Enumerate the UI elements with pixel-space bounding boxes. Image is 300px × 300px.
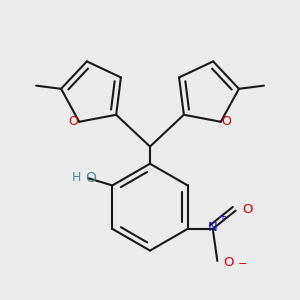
Text: O: O: [222, 115, 232, 128]
Text: O: O: [224, 256, 234, 268]
Text: N: N: [208, 221, 218, 234]
Text: +: +: [218, 212, 226, 222]
Text: O: O: [68, 115, 78, 128]
Text: O: O: [242, 203, 252, 216]
Text: H: H: [72, 171, 82, 184]
Text: −: −: [238, 259, 247, 269]
Text: O: O: [85, 171, 96, 185]
